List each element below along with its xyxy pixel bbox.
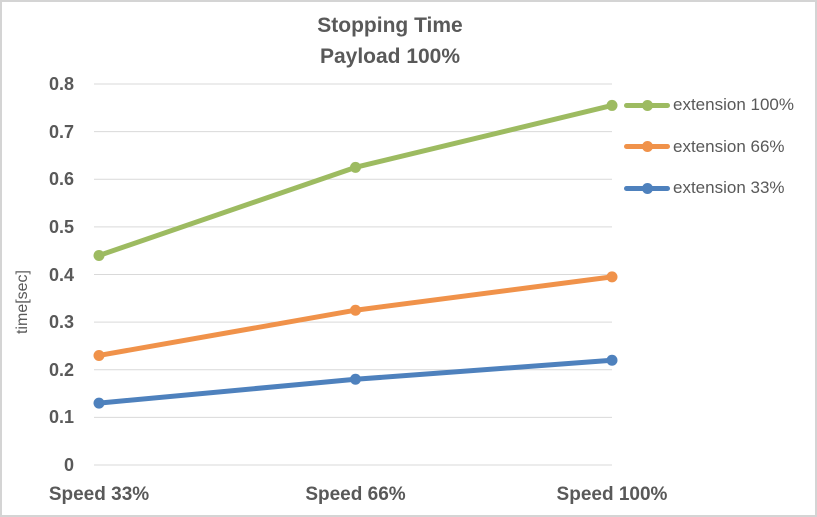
y-tick-label: 0.4: [48, 264, 74, 285]
chart-title: Stopping Time Payload 100%: [2, 10, 778, 72]
data-point: [93, 249, 105, 261]
chart-title-line2: Payload 100%: [319, 45, 461, 68]
y-tick-label: 0: [63, 455, 74, 475]
legend-dot-sample: [641, 99, 653, 111]
legend-item: extension 66%: [624, 134, 785, 160]
data-point: [350, 161, 361, 173]
data-point: [93, 397, 105, 409]
x-axis-label: Speed 66%: [305, 484, 406, 505]
x-axis-label: Speed 33%: [48, 484, 150, 505]
legend-dot-sample: [641, 141, 653, 152]
legend-label: extension 100%: [673, 95, 794, 114]
chart-title-line1: Stopping Time: [317, 14, 463, 37]
legend-item: extension 100%: [624, 92, 794, 118]
series-line: [96, 102, 615, 258]
legend-dot-sample: [641, 182, 653, 194]
y-tick-label: 0.7: [48, 121, 74, 142]
legend-marker: [624, 175, 670, 201]
data-point: [606, 99, 618, 111]
y-tick-label: 0.5: [48, 216, 74, 237]
y-tick-label: 0.3: [48, 312, 74, 333]
series-line: [96, 274, 615, 358]
data-point: [606, 271, 618, 283]
legend-label: extension 33%: [673, 178, 785, 197]
x-axis-label: Speed 100%: [556, 484, 668, 505]
y-tick-label: 0.1: [48, 407, 74, 428]
legend-label: extension 66%: [673, 136, 785, 156]
legend-marker: [624, 92, 670, 118]
y-tick-label: 0.6: [48, 169, 74, 190]
y-tick-label: 0.2: [48, 359, 74, 380]
legend-marker: [624, 134, 670, 160]
data-point: [350, 373, 361, 385]
y-tick-label: 0.8: [48, 74, 74, 94]
data-point: [606, 354, 618, 366]
legend-item: extension 33%: [624, 175, 785, 201]
plot-area: [93, 83, 618, 466]
data-point: [350, 304, 361, 316]
data-point: [93, 349, 105, 361]
